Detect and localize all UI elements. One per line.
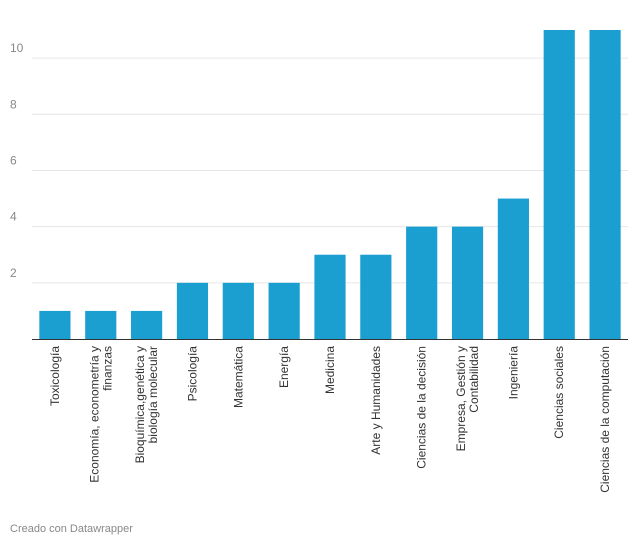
bar (176, 282, 209, 339)
x-tick-label: Contabilidad (467, 346, 481, 413)
bar (360, 254, 392, 339)
x-tick-label: Matemática (231, 346, 245, 408)
x-axis-labels: Toxicología Economía, econometría y finanz… (48, 346, 612, 493)
y-tick-label: 6 (10, 153, 17, 167)
x-tick-label: Economía, econometría y (87, 346, 101, 483)
bar (222, 282, 254, 339)
y-tick-label: 2 (10, 266, 17, 280)
y-tick-label: 8 (10, 97, 17, 111)
bar (268, 282, 300, 339)
x-tick-label: Arte y Humanidades (369, 346, 383, 455)
bar (314, 254, 346, 339)
credit-text: Creado con Datawrapper (10, 523, 133, 535)
x-tick-label: Ciencias de la decisión (415, 346, 429, 469)
y-axis-ticks: 2 4 6 8 10 (10, 41, 24, 280)
x-tick-label: finanzas (100, 346, 114, 391)
y-tick-label: 4 (10, 210, 17, 224)
bar (451, 226, 484, 339)
x-tick-label: Energía (277, 346, 291, 388)
bar (39, 310, 71, 339)
bar (131, 310, 163, 339)
x-tick-label: Empresa, Gestión y (454, 346, 468, 451)
x-tick-label: Ciencias sociales (552, 346, 566, 439)
gridlines (32, 57, 628, 284)
x-tick-label: biología molecular (146, 346, 160, 443)
x-tick-label: Toxicología (48, 346, 62, 406)
bar (589, 30, 621, 339)
x-tick-label: Ciencias de la computación (598, 346, 612, 493)
bar (406, 226, 438, 339)
bar (85, 310, 117, 339)
x-tick-label: Psicología (185, 346, 199, 402)
bars (39, 30, 621, 339)
y-tick-label: 10 (10, 41, 24, 55)
x-tick-label: Bioquímica,genética y (133, 346, 147, 463)
bar (497, 198, 529, 339)
bar (543, 30, 575, 339)
x-tick-label: Ingeniería (506, 346, 520, 400)
x-tick-label: Medicina (323, 346, 337, 394)
